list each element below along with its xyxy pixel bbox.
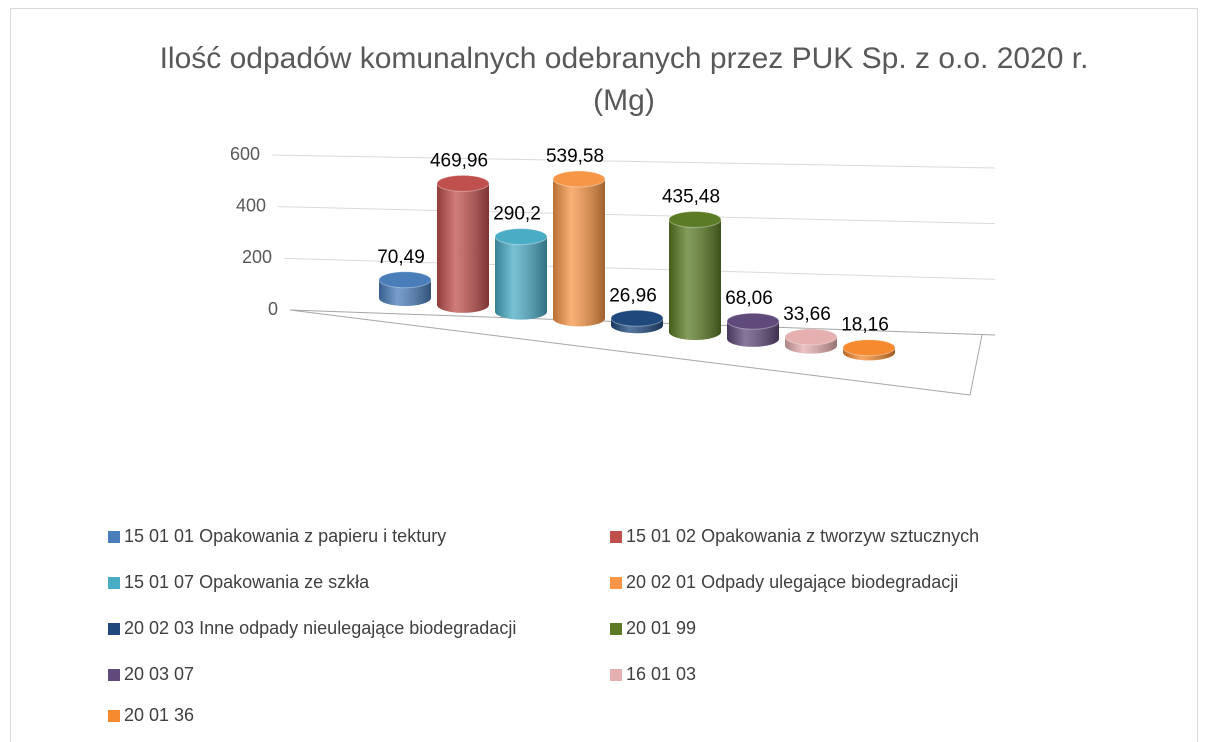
- bar-shade: [553, 179, 605, 327]
- legend-swatch: [108, 531, 120, 543]
- bar-top: [494, 228, 548, 246]
- bar-top: [842, 339, 896, 357]
- legend-label: 20 02 03 Inne odpady nieulegające biodeg…: [124, 618, 516, 638]
- floor-side-edge: [969, 334, 983, 396]
- legend-swatch: [108, 577, 120, 589]
- legend-label: 20 01 99: [626, 618, 696, 638]
- bar-shade: [437, 183, 489, 313]
- value-label: 26,96: [609, 285, 657, 306]
- value-label: 290,2: [493, 204, 541, 225]
- legend-label: 15 01 02 Opakowania z tworzyw sztucznych: [626, 526, 979, 546]
- grid-line: [277, 206, 996, 225]
- value-label: 70,49: [377, 247, 425, 268]
- bar-top: [610, 309, 664, 327]
- value-label: 435,48: [662, 187, 720, 208]
- legend-label: 20 01 36: [124, 705, 194, 725]
- value-label: 469,96: [430, 150, 488, 171]
- grid-line: [283, 257, 996, 280]
- y-tick-label: 0: [268, 299, 278, 319]
- legend-label: 15 01 07 Opakowania ze szkła: [124, 572, 370, 592]
- value-label: 68,06: [725, 288, 773, 309]
- bar-top: [668, 211, 722, 229]
- bar-shade: [495, 236, 547, 320]
- bar-top: [784, 328, 838, 346]
- bar-top: [378, 271, 432, 289]
- legend-label: 20 02 01 Odpady ulegające biodegradacji: [626, 572, 958, 592]
- legend-swatch: [610, 577, 622, 589]
- legend-swatch: [108, 669, 120, 681]
- chart-title: Ilość odpadów komunalnych odebranych prz…: [159, 42, 1089, 117]
- chart-border: [10, 8, 1198, 742]
- legend-label: 16 01 03: [626, 664, 696, 684]
- bar-top: [726, 312, 780, 330]
- value-label: 539,58: [546, 146, 604, 167]
- bar-top: [552, 170, 606, 188]
- legend-swatch: [108, 623, 120, 635]
- legend-swatch: [610, 669, 622, 681]
- value-label: 18,16: [841, 315, 889, 336]
- legend-swatch: [108, 710, 120, 722]
- y-tick-label: 600: [230, 144, 260, 164]
- floor-front-edge: [289, 309, 971, 396]
- y-tick-label: 200: [242, 247, 272, 267]
- bar-shade: [669, 219, 721, 340]
- legend-swatch: [610, 623, 622, 635]
- legend-swatch: [610, 531, 622, 543]
- bar-top: [436, 174, 490, 192]
- value-label: 33,66: [783, 304, 831, 325]
- y-tick-label: 400: [236, 195, 266, 215]
- legend-label: 15 01 01 Opakowania z papieru i tektury: [124, 526, 446, 546]
- legend-label: 20 03 07: [124, 664, 194, 684]
- grid-line: [271, 154, 996, 169]
